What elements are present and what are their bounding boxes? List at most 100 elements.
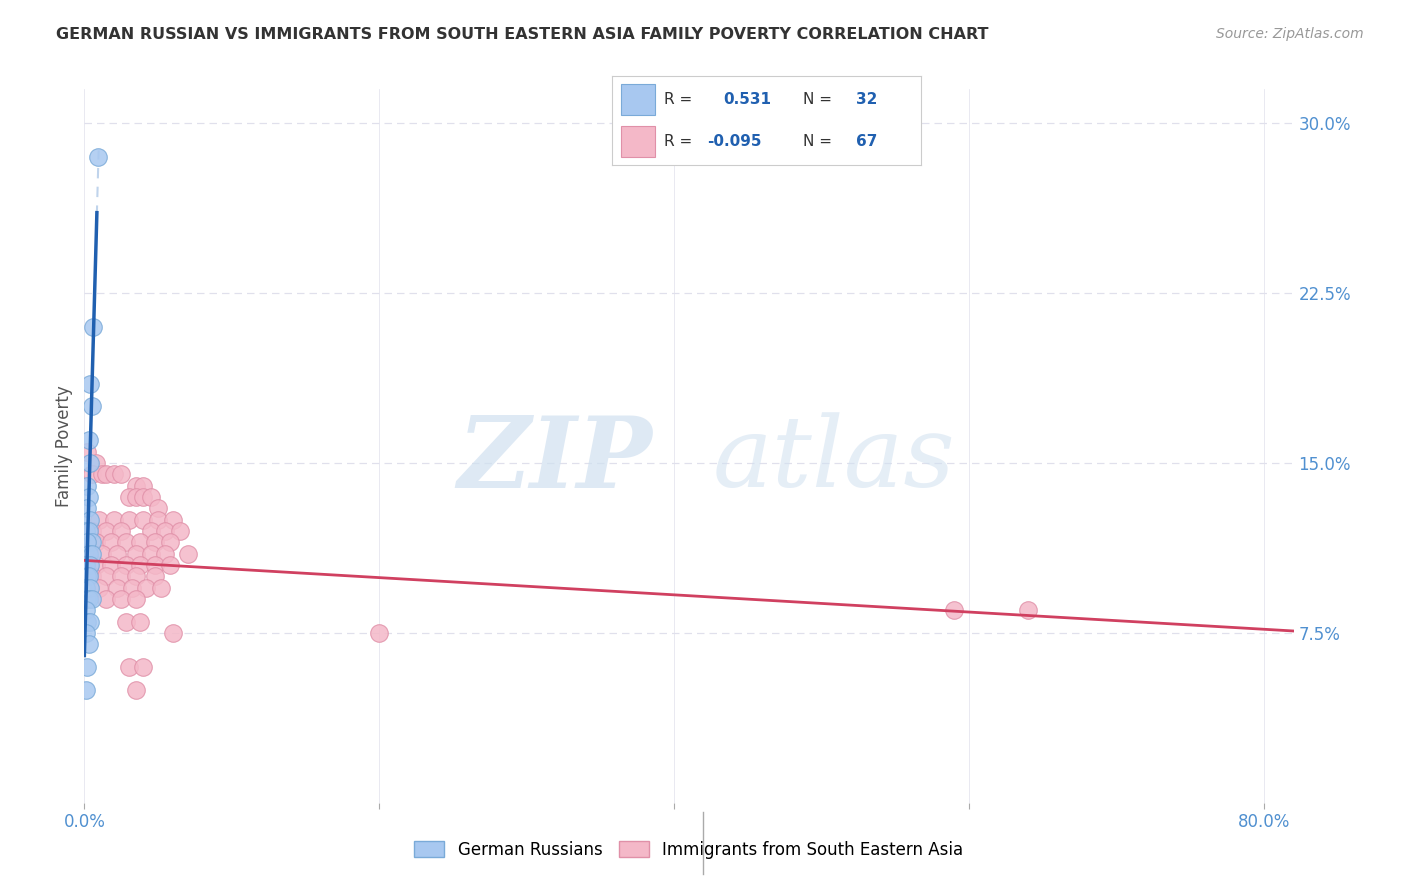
Text: -0.095: -0.095 xyxy=(707,134,762,149)
Legend: German Russians, Immigrants from South Eastern Asia: German Russians, Immigrants from South E… xyxy=(408,835,970,866)
Point xyxy=(143,569,166,583)
Point xyxy=(96,591,118,606)
Point xyxy=(162,626,184,640)
Point xyxy=(159,535,181,549)
Point xyxy=(77,524,100,538)
Point xyxy=(125,591,148,606)
Point xyxy=(84,456,107,470)
Point xyxy=(159,558,181,572)
Point xyxy=(155,524,177,538)
Point xyxy=(943,603,966,617)
Point xyxy=(96,467,118,482)
Point xyxy=(80,467,103,482)
Point xyxy=(76,444,98,458)
Point xyxy=(77,547,100,561)
Point xyxy=(76,660,98,674)
Point xyxy=(80,535,103,549)
Point xyxy=(169,524,191,538)
Point xyxy=(79,376,101,391)
Point xyxy=(82,320,104,334)
Bar xyxy=(621,126,655,157)
Text: R =: R = xyxy=(664,134,692,149)
Point xyxy=(139,490,162,504)
Point xyxy=(80,400,103,414)
Point xyxy=(117,513,139,527)
Point xyxy=(77,434,100,448)
Text: 32: 32 xyxy=(856,92,877,107)
Point xyxy=(105,547,128,561)
Point xyxy=(110,591,132,606)
Point xyxy=(155,547,177,561)
Point xyxy=(100,535,122,549)
Point xyxy=(80,591,103,606)
Point xyxy=(77,569,100,583)
Point xyxy=(132,478,155,492)
Point xyxy=(87,513,110,527)
Point xyxy=(77,591,100,606)
Text: N =: N = xyxy=(803,134,832,149)
Point xyxy=(139,547,162,561)
Point xyxy=(80,569,103,583)
Y-axis label: Family Poverty: Family Poverty xyxy=(55,385,73,507)
Point xyxy=(139,524,162,538)
Point xyxy=(150,581,173,595)
Point xyxy=(87,581,110,595)
Point xyxy=(77,547,100,561)
Point xyxy=(117,660,139,674)
Point xyxy=(125,569,148,583)
Point xyxy=(1017,603,1039,617)
Point xyxy=(80,524,103,538)
Point xyxy=(162,513,184,527)
Point xyxy=(75,524,97,538)
Text: atlas: atlas xyxy=(713,413,956,508)
Point xyxy=(77,490,100,504)
Text: R =: R = xyxy=(664,92,692,107)
Point xyxy=(146,513,169,527)
Point xyxy=(125,547,148,561)
Point xyxy=(125,682,148,697)
Point xyxy=(110,569,132,583)
Point xyxy=(76,478,98,492)
Point xyxy=(76,501,98,516)
Point xyxy=(86,150,108,164)
Point xyxy=(76,615,98,629)
Text: ZIP: ZIP xyxy=(458,412,652,508)
Point xyxy=(176,547,198,561)
Point xyxy=(103,467,125,482)
Point xyxy=(75,626,97,640)
Text: N =: N = xyxy=(803,92,832,107)
Point xyxy=(76,569,98,583)
Point xyxy=(121,581,143,595)
Point xyxy=(79,581,101,595)
Point xyxy=(114,615,136,629)
Point xyxy=(75,682,97,697)
Point xyxy=(125,478,148,492)
Point xyxy=(91,547,114,561)
Point xyxy=(110,524,132,538)
Point xyxy=(79,456,101,470)
Point xyxy=(105,581,128,595)
Point xyxy=(129,615,152,629)
Point xyxy=(84,535,107,549)
Text: GERMAN RUSSIAN VS IMMIGRANTS FROM SOUTH EASTERN ASIA FAMILY POVERTY CORRELATION : GERMAN RUSSIAN VS IMMIGRANTS FROM SOUTH … xyxy=(56,27,988,42)
Point xyxy=(125,490,148,504)
Point xyxy=(76,535,98,549)
Point xyxy=(132,490,155,504)
Text: 67: 67 xyxy=(856,134,877,149)
Point xyxy=(143,535,166,549)
Bar xyxy=(621,84,655,115)
Point xyxy=(114,535,136,549)
Point xyxy=(84,558,107,572)
Point xyxy=(100,558,122,572)
Point xyxy=(79,513,101,527)
Point xyxy=(146,501,169,516)
Point xyxy=(129,558,152,572)
Point xyxy=(75,603,97,617)
Point xyxy=(117,490,139,504)
Point xyxy=(143,558,166,572)
Point xyxy=(80,547,103,561)
Point xyxy=(103,513,125,527)
Point xyxy=(114,558,136,572)
Point xyxy=(79,615,101,629)
Point xyxy=(132,660,155,674)
